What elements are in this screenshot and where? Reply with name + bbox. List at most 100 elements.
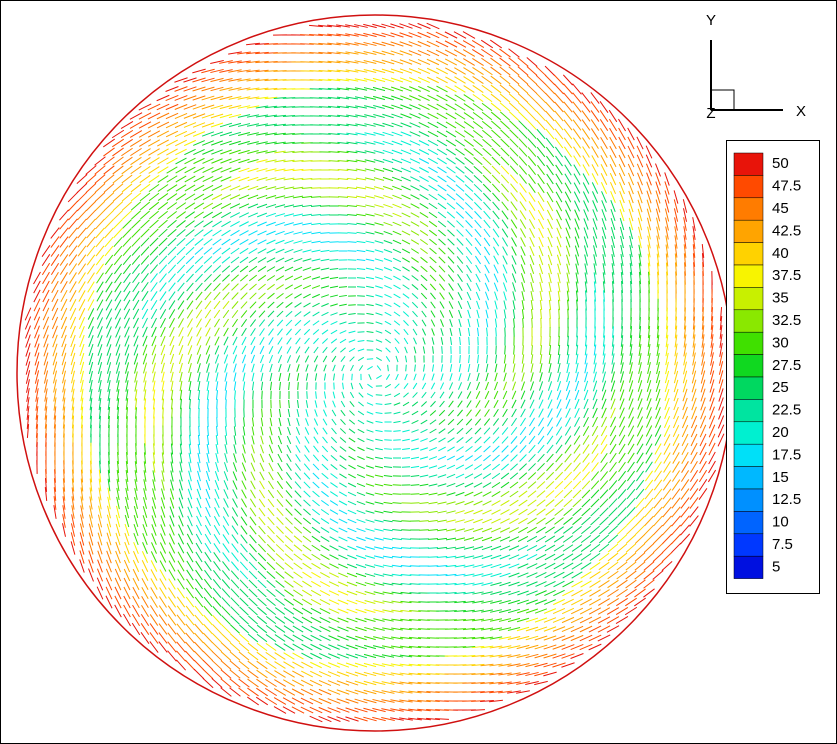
velocity-vector bbox=[365, 492, 375, 496]
velocity-vector bbox=[419, 167, 429, 173]
velocity-vector bbox=[664, 208, 670, 222]
velocity-vector bbox=[345, 24, 359, 28]
velocity-vector bbox=[170, 452, 174, 464]
velocity-vector bbox=[518, 138, 528, 148]
velocity-vector bbox=[301, 634, 313, 642]
velocity-vector bbox=[176, 211, 186, 219]
velocity-vector bbox=[355, 563, 367, 569]
velocity-vector bbox=[418, 149, 430, 155]
velocity-vector bbox=[490, 93, 502, 103]
velocity-vector bbox=[337, 187, 349, 189]
velocity-vector bbox=[130, 156, 142, 166]
velocity-vector bbox=[554, 480, 564, 490]
velocity-vector bbox=[673, 388, 679, 402]
velocity-vector bbox=[139, 192, 151, 202]
velocity-vector bbox=[366, 438, 374, 442]
velocity-vector bbox=[681, 424, 689, 438]
velocity-vector bbox=[680, 524, 690, 536]
velocity-vector bbox=[373, 168, 385, 172]
velocity-vector bbox=[122, 210, 132, 220]
velocity-vector bbox=[609, 163, 617, 177]
velocity-vector bbox=[392, 528, 402, 532]
velocity-vector bbox=[233, 372, 237, 382]
velocity-vector bbox=[408, 654, 422, 658]
velocity-vector bbox=[232, 489, 238, 499]
velocity-vector bbox=[232, 345, 238, 355]
velocity-vector bbox=[381, 699, 395, 703]
velocity-vector bbox=[193, 184, 205, 192]
velocity-vector bbox=[699, 442, 707, 456]
velocity-vector bbox=[265, 615, 277, 625]
legend-label: 7.5 bbox=[772, 536, 793, 553]
velocity-vector bbox=[212, 211, 222, 219]
velocity-vector bbox=[530, 372, 534, 382]
velocity-vector bbox=[293, 284, 303, 290]
velocity-vector bbox=[293, 275, 303, 281]
velocity-vector bbox=[482, 509, 492, 515]
velocity-vector bbox=[158, 210, 168, 220]
velocity-vector bbox=[71, 415, 75, 429]
velocity-vector bbox=[170, 461, 174, 473]
velocity-vector bbox=[213, 561, 221, 571]
velocity-vector bbox=[592, 200, 598, 212]
velocity-vector bbox=[537, 191, 545, 203]
velocity-vector bbox=[283, 670, 295, 678]
velocity-vector bbox=[231, 543, 239, 553]
velocity-vector bbox=[231, 525, 239, 535]
velocity-vector bbox=[183, 104, 197, 110]
velocity-vector bbox=[141, 587, 149, 599]
velocity-vector bbox=[194, 605, 204, 617]
velocity-vector bbox=[284, 589, 294, 597]
velocity-vector bbox=[409, 627, 421, 631]
velocity-vector bbox=[44, 424, 48, 438]
velocity-vector bbox=[204, 542, 212, 554]
velocity-vector bbox=[467, 372, 471, 382]
velocity-vector bbox=[635, 479, 645, 491]
velocity-vector bbox=[156, 94, 170, 102]
velocity-vector bbox=[212, 597, 222, 607]
velocity-vector bbox=[329, 509, 339, 515]
velocity-vector bbox=[547, 417, 553, 427]
velocity-vector bbox=[656, 253, 660, 267]
velocity-vector bbox=[430, 391, 436, 399]
velocity-vector bbox=[391, 131, 403, 137]
velocity-vector bbox=[517, 590, 529, 596]
legend-swatch bbox=[733, 511, 764, 535]
velocity-vector bbox=[368, 373, 372, 381]
velocity-vector bbox=[563, 517, 573, 525]
velocity-vector bbox=[507, 626, 521, 632]
velocity-vector bbox=[151, 335, 157, 347]
legend-label: 17.5 bbox=[772, 446, 801, 463]
velocity-vector bbox=[546, 191, 554, 203]
velocity-vector bbox=[219, 131, 233, 137]
velocity-vector bbox=[303, 490, 311, 498]
velocity-vector bbox=[321, 481, 329, 489]
velocity-vector bbox=[534, 608, 548, 614]
velocity-vector bbox=[482, 129, 492, 139]
velocity-vector bbox=[419, 176, 429, 182]
velocity-vector bbox=[485, 318, 489, 328]
velocity-vector bbox=[115, 505, 121, 519]
velocity-vector bbox=[526, 535, 538, 543]
velocity-vector bbox=[574, 245, 580, 257]
legend-label: 10 bbox=[772, 514, 789, 531]
velocity-vector bbox=[545, 128, 555, 140]
velocity-vector bbox=[113, 219, 123, 229]
velocity-vector bbox=[276, 517, 284, 525]
velocity-vector bbox=[168, 309, 176, 319]
velocity-vector bbox=[562, 562, 574, 570]
velocity-vector bbox=[123, 308, 131, 320]
velocity-vector bbox=[105, 577, 113, 591]
velocity-vector bbox=[44, 388, 48, 402]
velocity-vector bbox=[141, 290, 149, 302]
velocity-vector bbox=[149, 237, 159, 247]
velocity-vector bbox=[490, 545, 502, 551]
velocity-vector bbox=[609, 434, 617, 446]
velocity-vector bbox=[176, 264, 186, 274]
velocity-vector bbox=[338, 518, 348, 524]
velocity-vector bbox=[536, 508, 546, 516]
velocity-vector bbox=[503, 300, 507, 310]
velocity-vector bbox=[247, 176, 259, 182]
velocity-vector bbox=[300, 679, 314, 687]
velocity-vector bbox=[445, 546, 457, 550]
